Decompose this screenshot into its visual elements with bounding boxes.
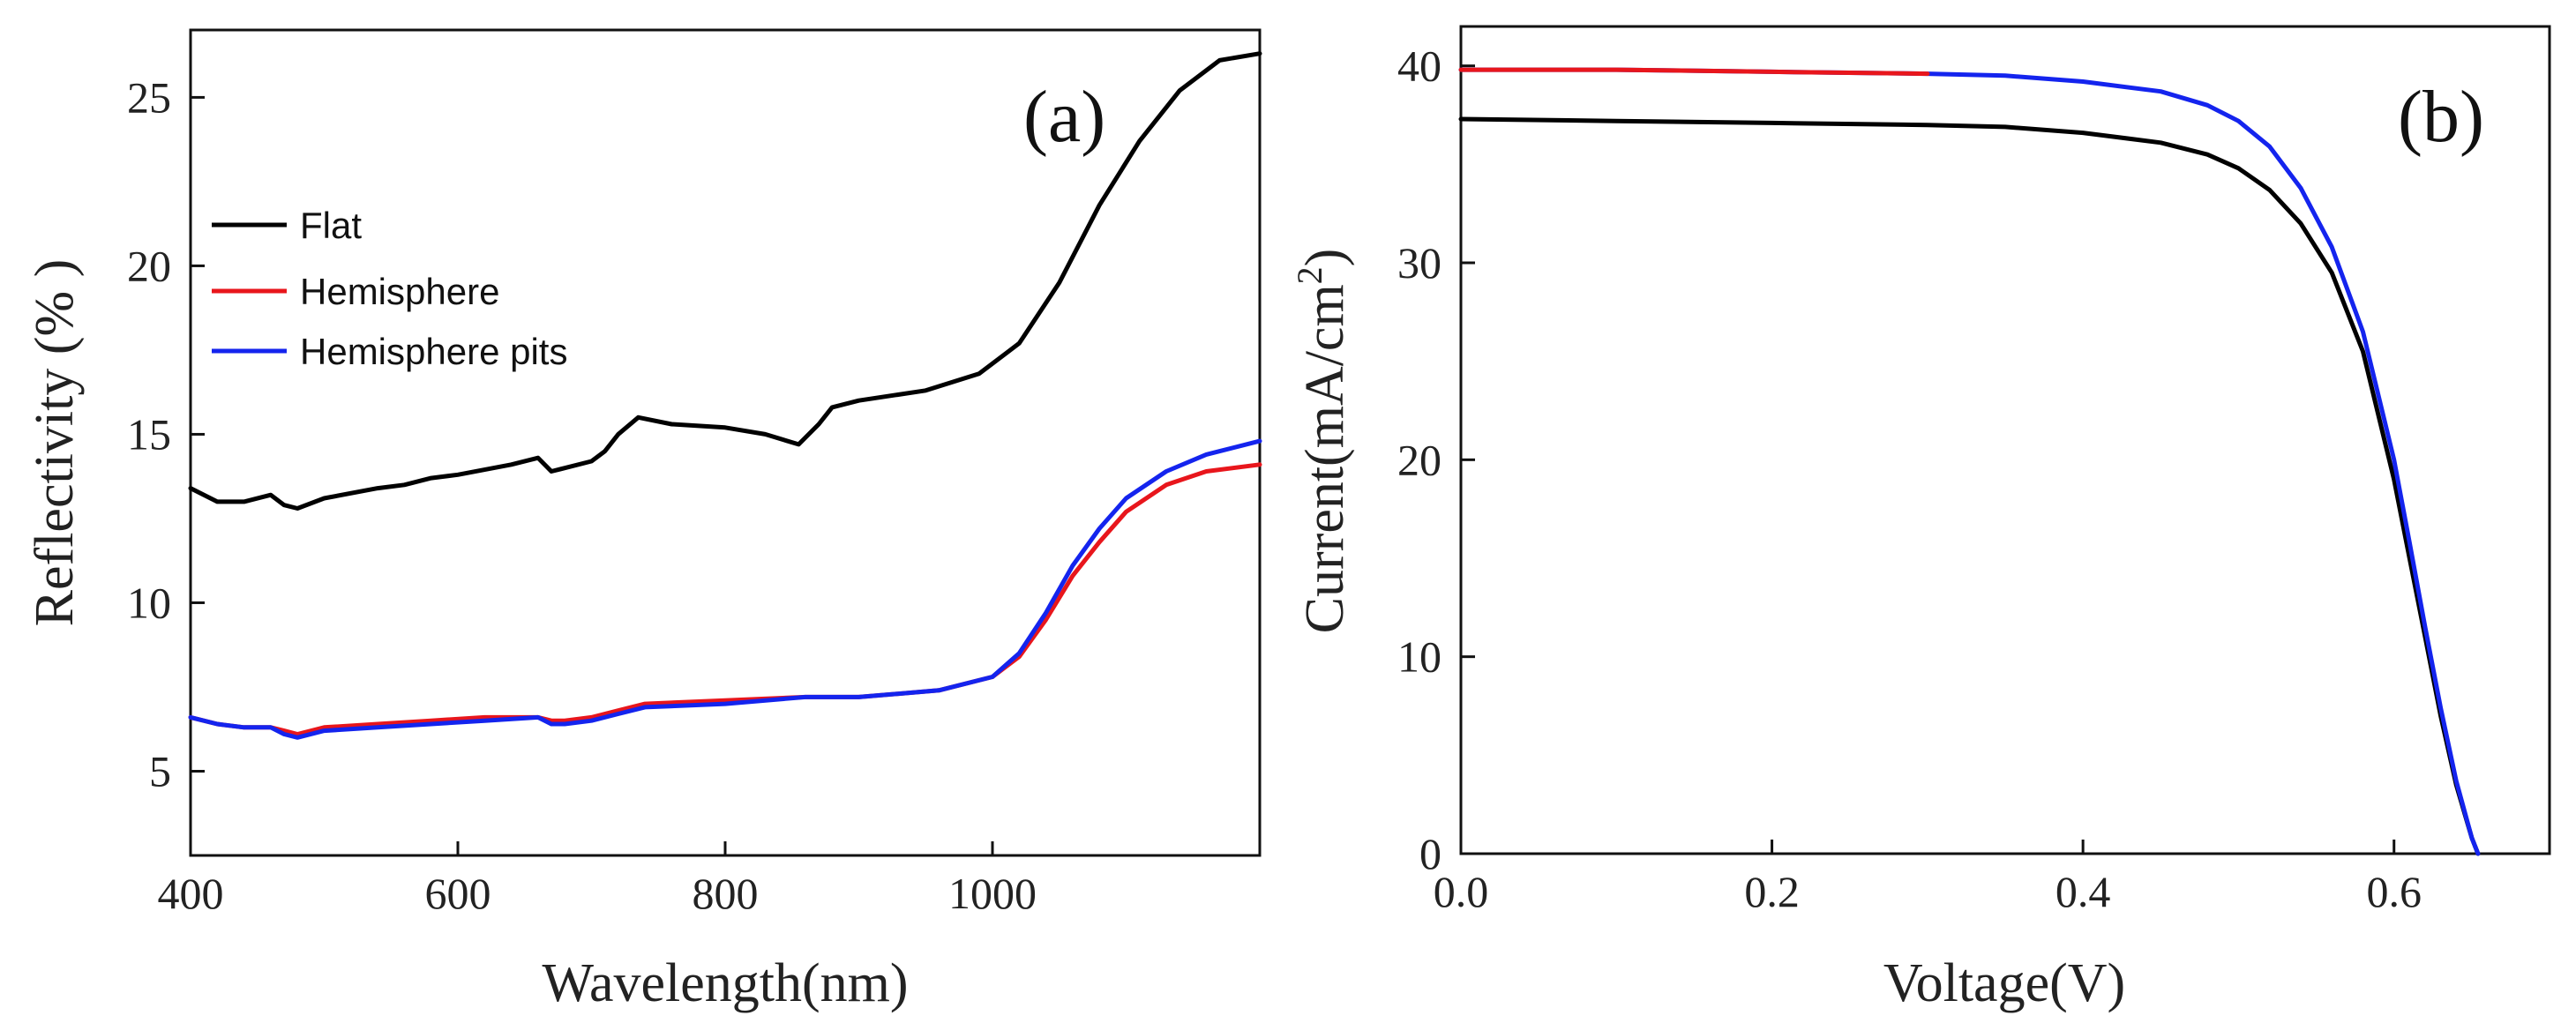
panel-b-series-hemisphere-pits [1458, 67, 2481, 856]
panel-a-series-hemisphere [188, 462, 1262, 736]
panel-a-y-tick-label: 15 [127, 409, 171, 459]
panel-a-series [188, 51, 1262, 740]
panel-a-x-tick-label: 600 [425, 869, 491, 918]
panel-b-plot-frame [1459, 25, 2551, 855]
legend-label-hemisphere: Hemisphere [300, 271, 499, 312]
panel-a-series-hemisphere-pits [188, 438, 1262, 740]
panel-b-y-tick-label: 0 [1419, 829, 1442, 878]
panel-a-x-axis-title: Wavelength(nm) [542, 953, 908, 1013]
panel-b-ticks: 0.0 0.2 0.4 0.6 0 10 20 30 40 [1397, 41, 2422, 916]
panel-a-x-tick-label: 800 [693, 869, 759, 918]
panel-a-y-tick-label: 25 [127, 72, 171, 122]
legend-label-flat: Flat [300, 205, 362, 246]
panel-b-x-tick-label: 0.4 [2056, 867, 2111, 916]
panel-a-y-tick-label: 20 [127, 241, 171, 290]
panel-b-y-tick-label: 10 [1397, 632, 1442, 682]
legend-label-hemisphere-pits: Hemisphere pits [300, 331, 567, 372]
panel-a-y-tick-label: 10 [127, 578, 171, 627]
panel-b-y-tick-label: 20 [1397, 435, 1442, 484]
panel-a-y-tick-label: 5 [149, 746, 171, 795]
panel-b-y-tick-label: 40 [1397, 41, 1442, 91]
panel-a-legend: Flat Hemisphere Hemisphere pits [212, 205, 567, 372]
panel-a-ticks: 400 600 800 1000 5 10 15 20 25 [127, 72, 1037, 918]
panel-a-x-tick-label: 400 [158, 869, 224, 918]
panel-b-x-tick-label: 0.2 [1744, 867, 1800, 916]
panel-a-reflectivity-chart: 400 600 800 1000 5 10 15 20 25 (a) Wavelength(nm… [25, 28, 1262, 1013]
panel-a-x-tick-label: 1000 [948, 869, 1037, 918]
panel-b-y-tick-label: 30 [1397, 238, 1442, 287]
panel-b-iv-curve-chart: 0.0 0.2 0.4 0.6 0 10 20 30 40 (b) Voltage(V) Cur… [1290, 25, 2551, 1013]
panel-a-label: (a) [1023, 76, 1105, 158]
panel-b-y-axis-title: Current(mA/cm2) [1290, 249, 1355, 634]
panel-b-series [1458, 67, 2481, 856]
panel-b-label: (b) [2398, 76, 2484, 158]
panel-b-x-axis-title: Voltage(V) [1883, 953, 2125, 1013]
panel-b-x-tick-label: 0.6 [2366, 867, 2422, 916]
panel-b-y-title-suffix: ) [1295, 249, 1355, 267]
panel-a-y-axis-title: Reflectivity (% ) [25, 259, 85, 627]
panel-b-series-hemisphere [1458, 67, 1930, 77]
panel-b-series-flat [1458, 116, 2481, 856]
panel-b-y-title-main: Current(mA/cm [1295, 284, 1355, 633]
panel-b-y-title-superscript: 2 [1290, 266, 1329, 284]
panel-b-x-tick-label: 0.0 [1434, 867, 1489, 916]
panel-a-series-flat [188, 51, 1262, 511]
